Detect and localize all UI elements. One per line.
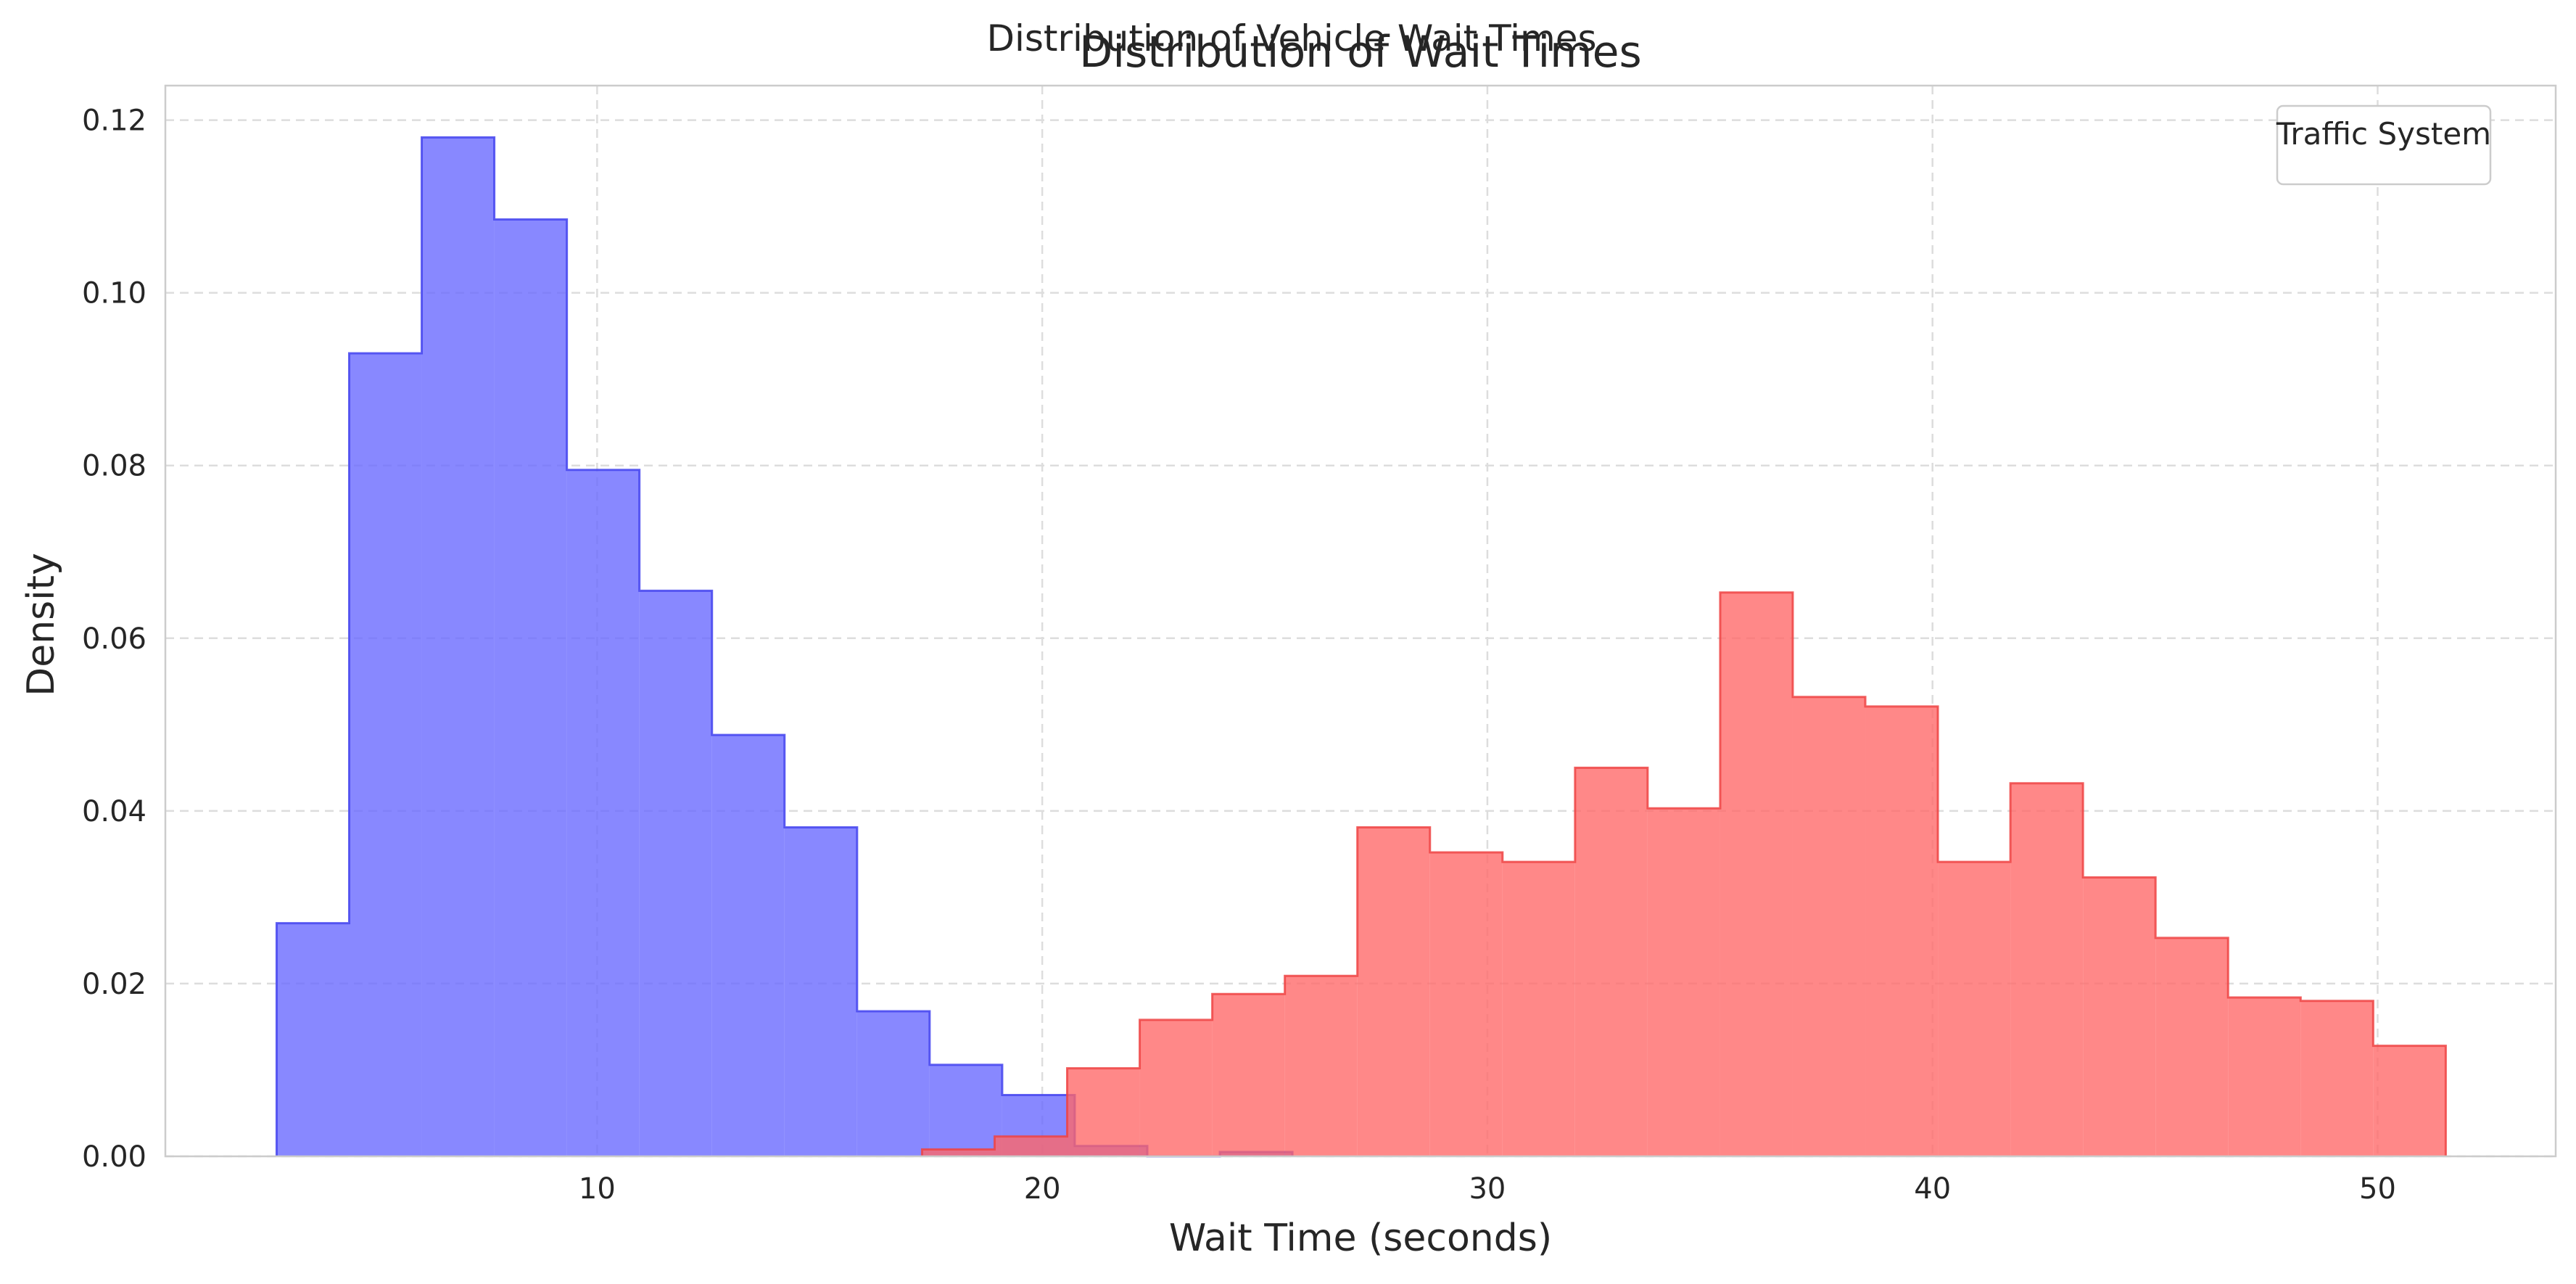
histogram-bar (1720, 592, 1793, 1156)
histogram-bar (1139, 1019, 1213, 1156)
histogram-bar (2155, 937, 2229, 1156)
legend-title: Traffic System (2276, 116, 2491, 152)
ticks-layer: 10 20 30 40 50 0.00 0.02 0.04 0.06 0.08 0.10 0.12 (82, 104, 2396, 1206)
histogram-bar (1865, 706, 1939, 1156)
histogram-bar (421, 137, 495, 1157)
x-tick-label: 40 (1914, 1172, 1951, 1206)
legend-box (2276, 104, 2492, 186)
histogram-bar (1284, 976, 1358, 1156)
histogram-bar (349, 353, 422, 1156)
y-tick-label: 0.04 (82, 795, 146, 828)
histogram-bar (1792, 696, 1866, 1156)
histogram-bar (566, 469, 640, 1156)
histogram-bar (1574, 767, 1648, 1156)
histogram-bar (1647, 808, 1720, 1156)
histogram-bar (494, 219, 567, 1156)
x-tick-label: 10 (579, 1172, 616, 1206)
chart-title: Distribution of Wait Times (1079, 27, 1642, 78)
histogram-bar (784, 827, 857, 1156)
histogram-bar (922, 1149, 995, 1156)
histogram-series-2 (920, 591, 2447, 1156)
histogram-bar (2373, 1045, 2446, 1156)
chart-suptitle: Distribution of Vehicle Wait Times (986, 17, 1596, 59)
y-axis-label: Density (20, 553, 63, 696)
y-tick-label: 0.06 (82, 622, 146, 656)
histogram-bar (2228, 997, 2301, 1156)
histogram-bar (929, 1064, 1002, 1156)
x-axis-label: Wait Time (seconds) (1169, 1217, 1552, 1260)
x-tick-label: 50 (2359, 1172, 2396, 1206)
histogram-bar (1938, 862, 2011, 1156)
histogram-bar (1212, 994, 1285, 1156)
plot-frame (164, 84, 2557, 1158)
histogram-bar (1067, 1068, 1140, 1156)
histogram-bar (276, 923, 350, 1156)
bars-layer (275, 136, 2447, 1158)
histogram-bar (2300, 1000, 2374, 1156)
histogram-step-outline (920, 591, 2447, 1156)
x-tick-label: 20 (1024, 1172, 1061, 1206)
y-tick-label: 0.12 (82, 104, 146, 138)
y-tick-label: 0.00 (82, 1140, 146, 1174)
histogram-bar (1429, 852, 1503, 1156)
legend: Traffic System (2276, 104, 2492, 186)
y-tick-label: 0.02 (82, 968, 146, 1001)
y-tick-label: 0.08 (82, 450, 146, 483)
histogram-series-1 (275, 136, 1294, 1158)
histogram-bar (1357, 827, 1430, 1156)
y-tick-label: 0.10 (82, 277, 146, 310)
histogram-bar (711, 735, 785, 1156)
histogram-bar (639, 590, 712, 1156)
histogram-bar (1502, 862, 1575, 1156)
histogram-bar (2083, 877, 2156, 1156)
histogram-bar (994, 1136, 1068, 1156)
histogram-bar (2010, 783, 2084, 1156)
x-tick-label: 30 (1469, 1172, 1506, 1206)
histogram-bar (856, 1011, 930, 1156)
